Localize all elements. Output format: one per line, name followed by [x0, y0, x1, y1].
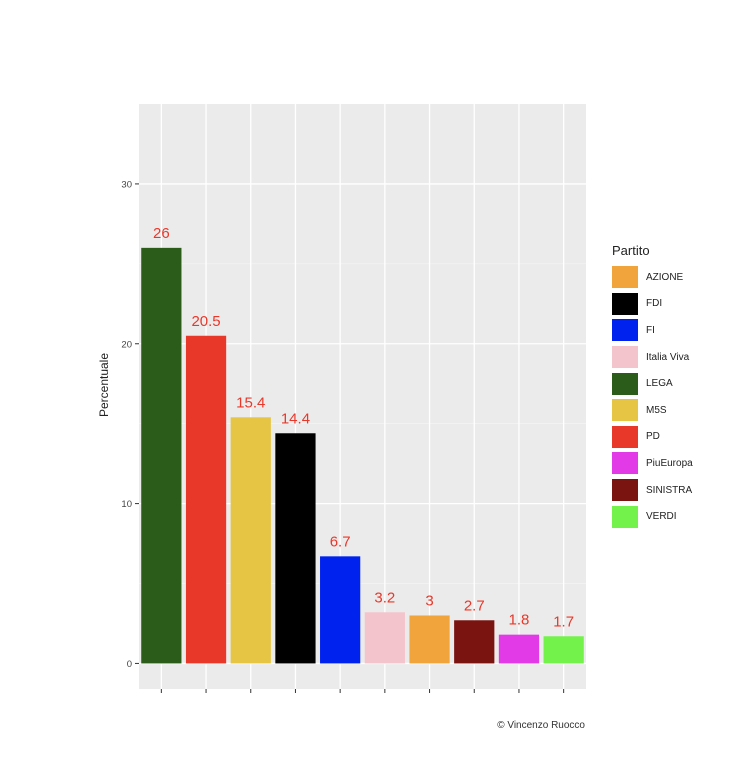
legend-item: SINISTRA — [612, 477, 693, 504]
value-label: 3.2 — [374, 589, 395, 606]
legend-item: PD — [612, 424, 693, 451]
bar-piueuropa — [498, 634, 540, 664]
value-label: 6.7 — [330, 533, 351, 550]
legend-item: FI — [612, 317, 693, 344]
value-label: 26 — [153, 225, 170, 242]
legend-item: VERDI — [612, 503, 693, 530]
legend-key — [612, 319, 638, 342]
y-tick-label: 0 — [127, 659, 132, 670]
legend: Partito AZIONE FDI FI Italia Viva LEGA M5S PD P… — [612, 243, 693, 530]
legend-key — [612, 266, 638, 289]
legend-label: AZIONE — [646, 271, 684, 283]
y-tick-label: 20 — [121, 339, 132, 350]
bar-fdi — [275, 433, 316, 664]
legend-key — [612, 346, 638, 369]
legend-label: FI — [646, 324, 655, 336]
legend-label: VERDI — [646, 511, 677, 523]
legend-item: LEGA — [612, 370, 693, 397]
value-label: 1.8 — [509, 612, 530, 629]
bar-sinistra — [454, 620, 495, 664]
legend-label: PD — [646, 431, 660, 443]
legend-key — [612, 479, 638, 502]
credit-text: © Vincenzo Ruocco — [497, 720, 585, 731]
bar-italia-viva — [364, 612, 405, 664]
y-tick-label: 30 — [121, 179, 132, 190]
legend-label: FDI — [646, 298, 663, 310]
legend-key — [612, 425, 638, 448]
legend-key — [612, 452, 638, 475]
value-label: 1.7 — [553, 613, 574, 630]
bar-lega — [141, 247, 182, 664]
legend-title: Partito — [612, 243, 650, 258]
legend-label: SINISTRA — [646, 484, 693, 496]
bar-azione — [409, 615, 450, 664]
legend-key — [612, 505, 638, 528]
bars — [141, 247, 584, 664]
legend-key — [612, 292, 638, 315]
legend-label: LEGA — [646, 378, 673, 390]
legend-key — [612, 372, 638, 395]
bar-fi — [320, 556, 361, 664]
bar-m5s — [230, 417, 271, 664]
bar-pd — [185, 335, 227, 664]
legend-label: PiuEuropa — [646, 457, 693, 469]
axes: 0 10 20 30 — [121, 179, 565, 693]
legend-items: AZIONE FDI FI Italia Viva LEGA M5S PD PiuEuropa… — [612, 264, 693, 530]
legend-label: M5S — [646, 404, 667, 416]
legend-label: Italia Viva — [646, 351, 690, 363]
bar-verdi — [543, 636, 584, 664]
legend-item: FDI — [612, 291, 693, 318]
value-label: 20.5 — [191, 313, 220, 330]
legend-key — [612, 399, 638, 422]
legend-item: AZIONE — [612, 264, 693, 291]
legend-item: Italia Viva — [612, 344, 693, 371]
y-tick-label: 10 — [121, 499, 132, 510]
value-label: 15.4 — [236, 394, 265, 411]
value-label: 2.7 — [464, 597, 485, 614]
y-axis-label: Percentuale — [97, 353, 111, 417]
legend-item: PiuEuropa — [612, 450, 693, 477]
legend-item: M5S — [612, 397, 693, 424]
value-labels: 26 20.5 15.4 14.4 6.7 3.2 3 2.7 1.8 1.7 — [153, 225, 574, 630]
value-label: 3 — [425, 592, 433, 609]
value-label: 14.4 — [281, 410, 310, 427]
